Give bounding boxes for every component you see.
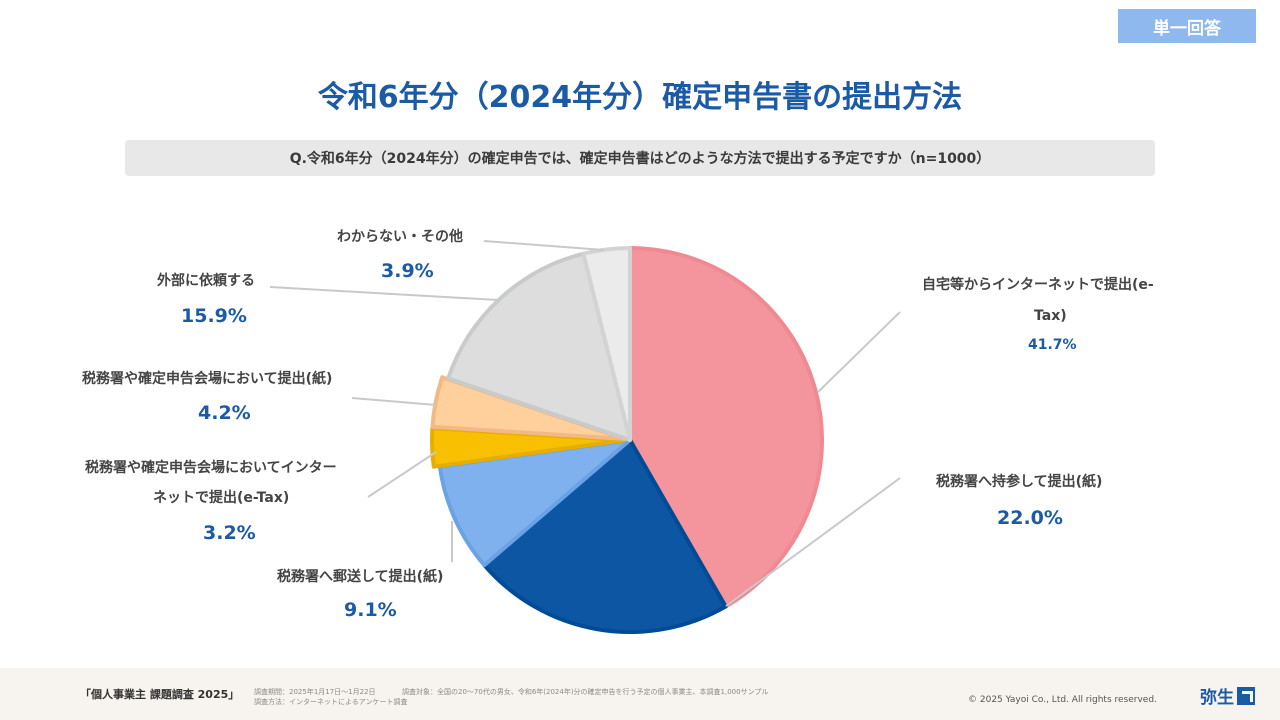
single-answer-badge: 単一回答 [1118,9,1256,43]
leader-line-bring-tax-office [725,477,901,607]
value-etax-home: 41.7% [1028,337,1077,353]
label-unknown-other: わからない・その他 [337,229,463,245]
leader-line-etax-venue [367,451,437,498]
logo-arrow-icon [1237,686,1255,705]
yayoi-logo: 弥生 [1200,683,1255,708]
label-etax-home-line1: 自宅等からインターネットで提出(e- [922,277,1154,293]
label-bring-tax-office: 税務署へ持参して提出(紙) [936,474,1103,490]
footer [0,668,1280,720]
leader-line-paper-venue [351,397,437,406]
copyright: © 2025 Yayoi Co., Ltd. All rights reserv… [968,695,1157,705]
value-unknown-other: 3.9% [381,260,434,282]
pie-chart [269,240,901,634]
value-outsource: 15.9% [181,305,247,327]
pie-slice-outsource [446,251,632,442]
survey-period: 調査期間：2025年1月17日〜1月22日 [254,688,376,696]
label-outsource: 外部に依頼する [157,273,255,289]
survey-target: 調査対象：全国の20〜70代の男女、令和6年(2024年)分の確定申告を行う予定… [402,688,769,696]
leader-line-etax-home [817,311,901,393]
survey-method: 調査方法：インターネットによるアンケート調査 [254,698,408,706]
pie-slice-etax-home [628,246,824,609]
survey-name: 「個人事業主 課題調査 2025」 [80,688,240,701]
value-paper-venue: 4.2% [198,402,251,424]
leader-line-unknown-other [483,240,605,251]
chart-title: 令和6年分（2024年分）確定申告書の提出方法 [317,80,963,115]
label-mail-tax-office: 税務署へ郵送して提出(紙) [277,569,444,585]
pie-slice-mail-tax-office [437,438,632,568]
value-mail-tax-office: 9.1% [344,599,397,621]
question-text: Q.令和6年分（2024年分）の確定申告では、確定申告書はどのような方法で提出す… [125,140,1155,176]
leader-line-outsource [269,286,499,301]
label-etax-venue-line1: 税務署や確定申告会場においてインター [85,460,337,476]
logo-text: 弥生 [1200,688,1234,708]
label-etax-venue-line2: ネットで提出(e-Tax) [153,490,290,506]
pie-slice-bring-tax-office [482,438,728,634]
value-etax-venue: 3.2% [203,522,256,544]
label-etax-home-line2: Tax) [1034,308,1067,324]
pie-slice-unknown-other [581,246,632,442]
value-bring-tax-office: 22.0% [997,507,1063,529]
label-paper-venue: 税務署や確定申告会場において提出(紙) [82,371,333,387]
